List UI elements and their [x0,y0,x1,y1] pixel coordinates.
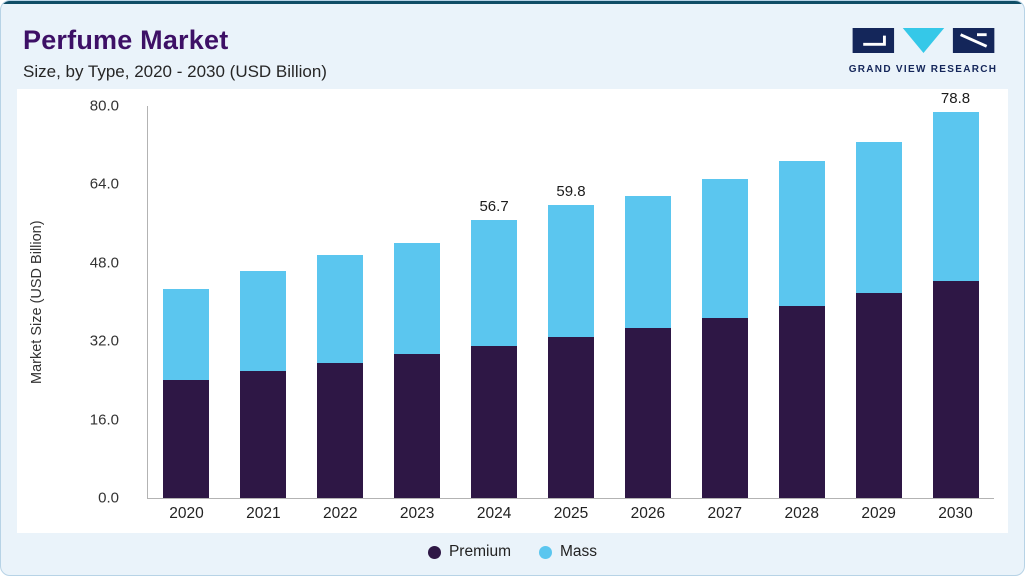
y-tick-label: 16.0 [89,411,119,429]
top-accent-line [1,1,1024,4]
bar-stack [394,242,441,498]
bar-segment-premium [240,371,287,498]
legend-dot-mass [538,545,552,559]
y-tick-label: 32.0 [89,332,119,350]
gvr-logo-text: GRAND VIEW RESEARCH [848,64,998,75]
bar-segment-premium [394,354,441,498]
legend-label-premium: Premium [448,543,511,560]
bar-value-label: 78.8 [940,89,971,107]
bar-value-label: 56.7 [479,198,509,216]
bar-stack [163,289,210,498]
bar-segment-mass [932,111,979,281]
bar-stack [624,195,671,498]
page-subtitle: Size, by Type, 2020 - 2030 (USD Billion) [23,62,327,81]
gvr-logo-icon [849,27,997,58]
bar-segment-mass [547,204,594,338]
bar-value-label: 59.8 [556,182,586,200]
bar-segment-mass [855,142,902,294]
bar-group: 59.8 [533,183,610,498]
bar-group [302,255,379,498]
bar-stack [778,160,825,498]
bar-segment-premium [778,306,825,498]
bar-segment-premium [317,362,364,498]
bar-stack [240,270,287,498]
bar-segment-mass [317,255,364,363]
bar-stack [471,220,518,498]
legend-item-mass: Mass [538,543,598,561]
bar-segment-premium [547,337,594,498]
bar-segment-premium [624,328,671,498]
bar-group [686,178,763,498]
bar-stack [855,142,902,498]
x-tick-label: 2027 [707,505,743,522]
chart-area: Market Size (USD Billion) 0.0 16.0 32.0 48.… [17,89,1008,533]
bar-group: 78.8 [917,90,994,498]
bar-segment-mass [471,220,518,347]
bar-stack [317,255,364,498]
bar-group [840,142,917,498]
bar-group [148,289,225,498]
bar-segment-mass [240,270,287,372]
bars-row: 56.7 59.8 78.8 [148,89,994,498]
bar-segment-mass [701,178,748,318]
x-tick-label: 2026 [630,505,666,522]
bar-stack [547,204,594,498]
legend-label-mass: Mass [559,543,598,560]
x-tick-label: 2028 [784,505,819,522]
x-tick-label: 2025 [553,505,589,522]
bar-stack [932,111,979,498]
gvr-logo: GRAND VIEW RESEARCH [848,27,998,75]
bar-group [225,270,302,498]
x-tick-label: 2023 [399,505,435,522]
bar-group: 56.7 [456,198,533,498]
bar-segment-premium [932,280,979,498]
y-ticks: 0.0 16.0 32.0 48.0 64.0 80.0 [17,89,133,507]
x-tick-label: 2030 [938,505,973,522]
bar-group [379,242,456,498]
bar-segment-premium [163,380,210,498]
x-tick-label: 2024 [476,505,512,522]
bar-group [609,195,686,498]
bar-group [763,160,840,498]
bar-segment-mass [778,160,825,307]
chart-header: Perfume Market Size, by Type, 2020 - 203… [23,25,327,82]
page-title: Perfume Market [23,25,229,55]
x-tick-label: 2029 [861,505,896,522]
x-labels-row: 2020 2021 2022 2023 2024 2025 2026 2027 2028 2029… [148,505,994,523]
bar-stack [701,178,748,498]
legend-dot-premium [427,545,441,559]
y-tick-label: 0.0 [98,489,119,507]
y-tick-label: 80.0 [89,97,119,115]
y-tick-label: 48.0 [89,254,119,272]
y-axis-line [147,106,148,498]
x-tick-label: 2021 [246,505,281,522]
bar-segment-premium [855,293,902,498]
x-tick-label: 2022 [323,505,358,522]
legend: Premium Mass [1,543,1024,561]
x-axis-line [147,498,994,499]
bar-segment-mass [163,289,210,381]
x-tick-label: 2020 [169,505,204,522]
bar-segment-mass [624,195,671,329]
bar-segment-premium [701,317,748,498]
legend-item-premium: Premium [427,543,511,561]
bar-segment-mass [394,242,441,355]
bar-segment-premium [471,346,518,498]
y-tick-label: 64.0 [89,175,119,193]
